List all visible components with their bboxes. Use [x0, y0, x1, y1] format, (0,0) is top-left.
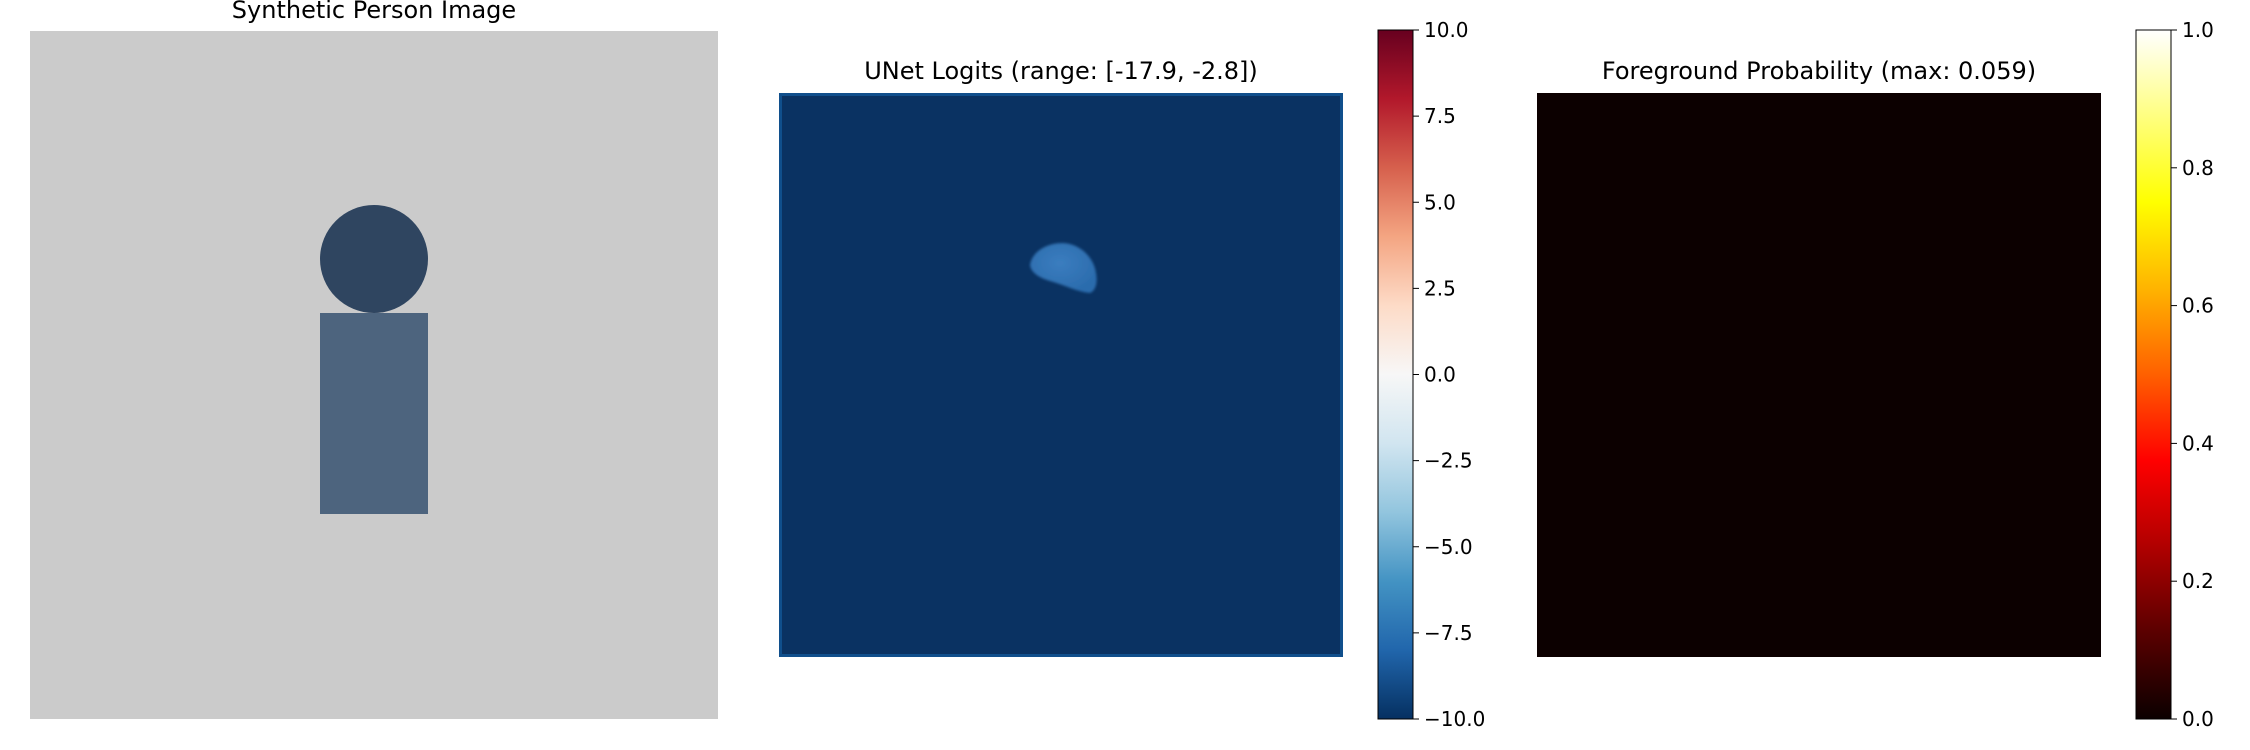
logits-colorbar-tick-label: 10.0 [1424, 18, 1469, 42]
probability-colorbar-fill [2136, 30, 2171, 719]
logits-blob [1030, 243, 1097, 293]
panel-title-logits: UNet Logits (range: [-17.9, -2.8]) [864, 57, 1258, 85]
probability-colorbar-frame [2135, 29, 2172, 720]
logits-colorbar-tick-label: −10.0 [1424, 707, 1485, 731]
probability-colorbar-tick-label: 0.2 [2182, 569, 2214, 593]
panel-foreground-probability: Foreground Probability (max: 0.059) [1537, 57, 2101, 657]
probability-colorbar-ticks: 1.0 0.8 0.6 0.4 0.2 0.0 [2171, 18, 2214, 731]
person-head [320, 205, 428, 313]
person-body [320, 313, 428, 514]
logits-colorbar-tick-label: −7.5 [1424, 621, 1473, 645]
logits-colorbar-ticks: 10.0 7.5 5.0 2.5 0.0 −2.5 −5.0 −7.5 −10.0 [1413, 18, 1485, 731]
logits-colorbar-tick-label: 0.0 [1424, 363, 1456, 387]
panel-title-synthetic: Synthetic Person Image [232, 0, 516, 24]
logits-colorbar-tick-label: 5.0 [1424, 190, 1456, 214]
logits-colorbar-tick-label: 7.5 [1424, 104, 1456, 128]
probability-colorbar: 1.0 0.8 0.6 0.4 0.2 0.0 [2135, 18, 2214, 731]
logits-colorbar-fill [1378, 30, 1413, 719]
probability-field [1537, 93, 2101, 657]
probability-colorbar-tick-label: 0.8 [2182, 156, 2214, 180]
panel-synthetic-image: Synthetic Person Image [30, 0, 718, 719]
probability-colorbar-tick-label: 0.0 [2182, 707, 2214, 731]
logits-colorbar: 10.0 7.5 5.0 2.5 0.0 −2.5 −5.0 −7.5 −10.0 [1377, 18, 1485, 731]
logits-colorbar-tick-label: −5.0 [1424, 535, 1473, 559]
probability-colorbar-tick-label: 1.0 [2182, 18, 2214, 42]
logits-colorbar-tick-label: −2.5 [1424, 449, 1473, 473]
panel-unet-logits: UNet Logits (range: [-17.9, -2.8]) [779, 57, 1343, 657]
logits-field [782, 96, 1340, 654]
probability-colorbar-tick-label: 0.4 [2182, 431, 2214, 455]
panel-title-probability: Foreground Probability (max: 0.059) [1602, 57, 2036, 85]
probability-colorbar-tick-label: 0.6 [2182, 294, 2214, 318]
logits-colorbar-tick-label: 2.5 [1424, 276, 1456, 300]
